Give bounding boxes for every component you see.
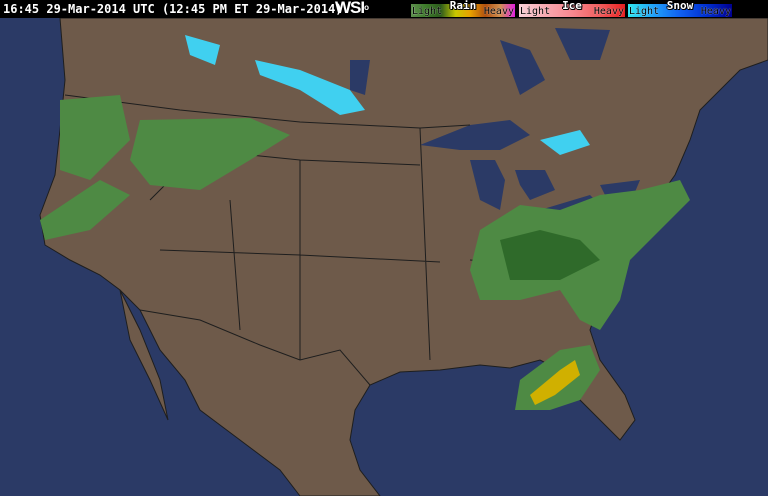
legend-ice-light: Light	[520, 6, 551, 17]
legend-snow: Snow Light Heavy	[628, 0, 732, 17]
land	[39, 17, 768, 496]
legend-snow-title: Snow	[666, 0, 694, 12]
legend-snow-light: Light	[629, 6, 660, 17]
radar-echoes	[40, 35, 690, 410]
legend-rain-title: Rain	[449, 0, 477, 12]
borders	[64, 94, 621, 386]
timestamp: 16:45 29-Mar-2014 UTC (12:45 PM ET 29-Ma…	[3, 2, 343, 16]
legend-snow-heavy: Heavy	[700, 6, 731, 17]
legend-rain-light: Light	[412, 6, 443, 17]
header-bar: 16:45 29-Mar-2014 UTC (12:45 PM ET 29-Ma…	[0, 0, 768, 18]
legend-ice-heavy: Heavy	[593, 6, 624, 17]
wsi-logo: WSIo	[335, 0, 369, 17]
legend-rain: Rain Light Heavy	[411, 0, 515, 17]
legend-ice-title: Ice	[562, 0, 582, 12]
legend-ice: Ice Light Heavy	[519, 0, 625, 17]
legend-rain-heavy: Heavy	[483, 6, 514, 17]
